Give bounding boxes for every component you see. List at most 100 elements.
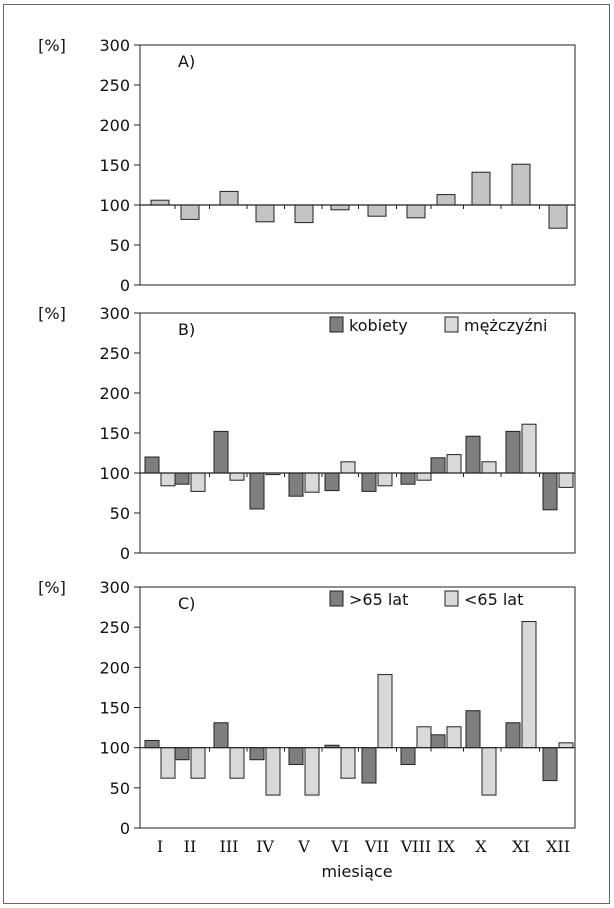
- bar-VII: [377, 674, 393, 749]
- y-tick-label: 0: [120, 819, 130, 838]
- bar-X: [465, 710, 481, 749]
- bar-I: [160, 747, 176, 779]
- y-tick-label: 300: [99, 304, 130, 323]
- bar-IV: [255, 204, 275, 223]
- x-tick-label: VI: [330, 837, 349, 856]
- bar-VIII: [416, 726, 432, 749]
- x-tick-label: X: [475, 837, 487, 856]
- y-tick-label: 200: [99, 116, 130, 135]
- bar-XI: [505, 430, 521, 474]
- y-axis-label: [%]: [38, 304, 66, 323]
- bar-III: [213, 430, 229, 474]
- bar-IX: [436, 194, 456, 206]
- bar-VII: [361, 747, 377, 784]
- legend-swatch: [329, 316, 344, 333]
- bar-V: [304, 472, 320, 493]
- x-tick-label: IV: [256, 837, 274, 856]
- y-tick-label: 50: [110, 779, 130, 798]
- y-tick-label: 250: [99, 344, 130, 363]
- y-tick-label: 250: [99, 618, 130, 637]
- x-tick-label: IX: [437, 837, 455, 856]
- y-tick-label: 0: [120, 544, 130, 563]
- bar-V: [304, 747, 320, 796]
- bar-III: [229, 747, 245, 779]
- y-tick-label: 100: [99, 196, 130, 215]
- y-tick-label: 100: [99, 464, 130, 483]
- bar-VII: [377, 472, 393, 487]
- bar-I: [150, 199, 170, 206]
- plot-area: [139, 44, 576, 286]
- bar-XI: [521, 423, 537, 474]
- panel-label: C): [178, 594, 195, 613]
- bar-IX: [430, 734, 446, 749]
- y-tick-label: 150: [99, 424, 130, 443]
- bar-IX: [446, 726, 462, 749]
- y-tick-label: 0: [120, 276, 130, 295]
- legend-label: >65 lat: [349, 590, 408, 609]
- bar-VII: [361, 472, 377, 492]
- y-tick-label: 250: [99, 76, 130, 95]
- plot-area: [139, 586, 576, 829]
- x-tick-label: XI: [512, 837, 530, 856]
- bar-III: [229, 472, 245, 481]
- bar-VIII: [406, 204, 426, 219]
- bar-I: [160, 472, 176, 487]
- bar-IX: [446, 454, 462, 474]
- bar-IX: [430, 457, 446, 474]
- legend-label: <65 lat: [464, 590, 523, 609]
- legend-label: mężczyźni: [464, 316, 547, 335]
- bar-IV: [249, 747, 265, 761]
- bar-I: [144, 739, 160, 749]
- bar-II: [190, 747, 206, 779]
- bar-I: [144, 456, 160, 474]
- bar-XII: [542, 747, 558, 782]
- y-tick-label: 200: [99, 384, 130, 403]
- bar-VI: [324, 472, 340, 492]
- bar-XI: [505, 722, 521, 749]
- y-tick-label: 300: [99, 578, 130, 597]
- bar-X: [481, 461, 497, 474]
- bar-VIII: [416, 472, 432, 481]
- x-tick-label: VIII: [400, 837, 432, 856]
- bar-XII: [542, 472, 558, 511]
- x-tick-label: XII: [546, 837, 570, 856]
- y-tick-label: 300: [99, 36, 130, 55]
- x-tick-label: II: [184, 837, 197, 856]
- bar-II: [174, 747, 190, 761]
- legend: kobiety mężczyźni: [329, 316, 547, 335]
- bar-X: [465, 435, 481, 474]
- y-tick-label: 150: [99, 699, 130, 718]
- bar-VI: [340, 461, 356, 474]
- y-axis-label: [%]: [38, 36, 66, 55]
- bar-XII: [548, 204, 568, 229]
- figure-frame: [3, 4, 610, 904]
- bar-V: [288, 747, 304, 766]
- legend-label: kobiety: [349, 316, 408, 335]
- bar-VI: [330, 204, 350, 211]
- x-tick-label: I: [157, 837, 163, 856]
- bar-III: [213, 722, 229, 749]
- bar-III: [219, 190, 239, 206]
- bar-VIII: [400, 747, 416, 766]
- bar-VII: [367, 204, 387, 217]
- x-tick-label: III: [220, 837, 239, 856]
- y-tick-label: 50: [110, 504, 130, 523]
- y-tick-label: 50: [110, 236, 130, 255]
- bar-X: [481, 747, 497, 796]
- legend-swatch: [329, 590, 344, 607]
- y-axis-label: [%]: [38, 578, 66, 597]
- panel-label: B): [178, 320, 195, 339]
- x-axis-title: miesiące: [321, 862, 392, 881]
- bar-II: [180, 204, 200, 220]
- bar-XI: [511, 163, 531, 206]
- chart-panel-2: 0 50 100 150 200 250 300 [%] B) kobiety mężczyźni: [38, 304, 576, 563]
- bar-XII: [558, 742, 574, 749]
- bar-V: [294, 204, 314, 224]
- y-tick-label: 100: [99, 739, 130, 758]
- bar-IV: [249, 472, 265, 510]
- x-tick-label: VII: [364, 837, 389, 856]
- legend-swatch: [444, 316, 459, 333]
- bar-II: [190, 472, 206, 492]
